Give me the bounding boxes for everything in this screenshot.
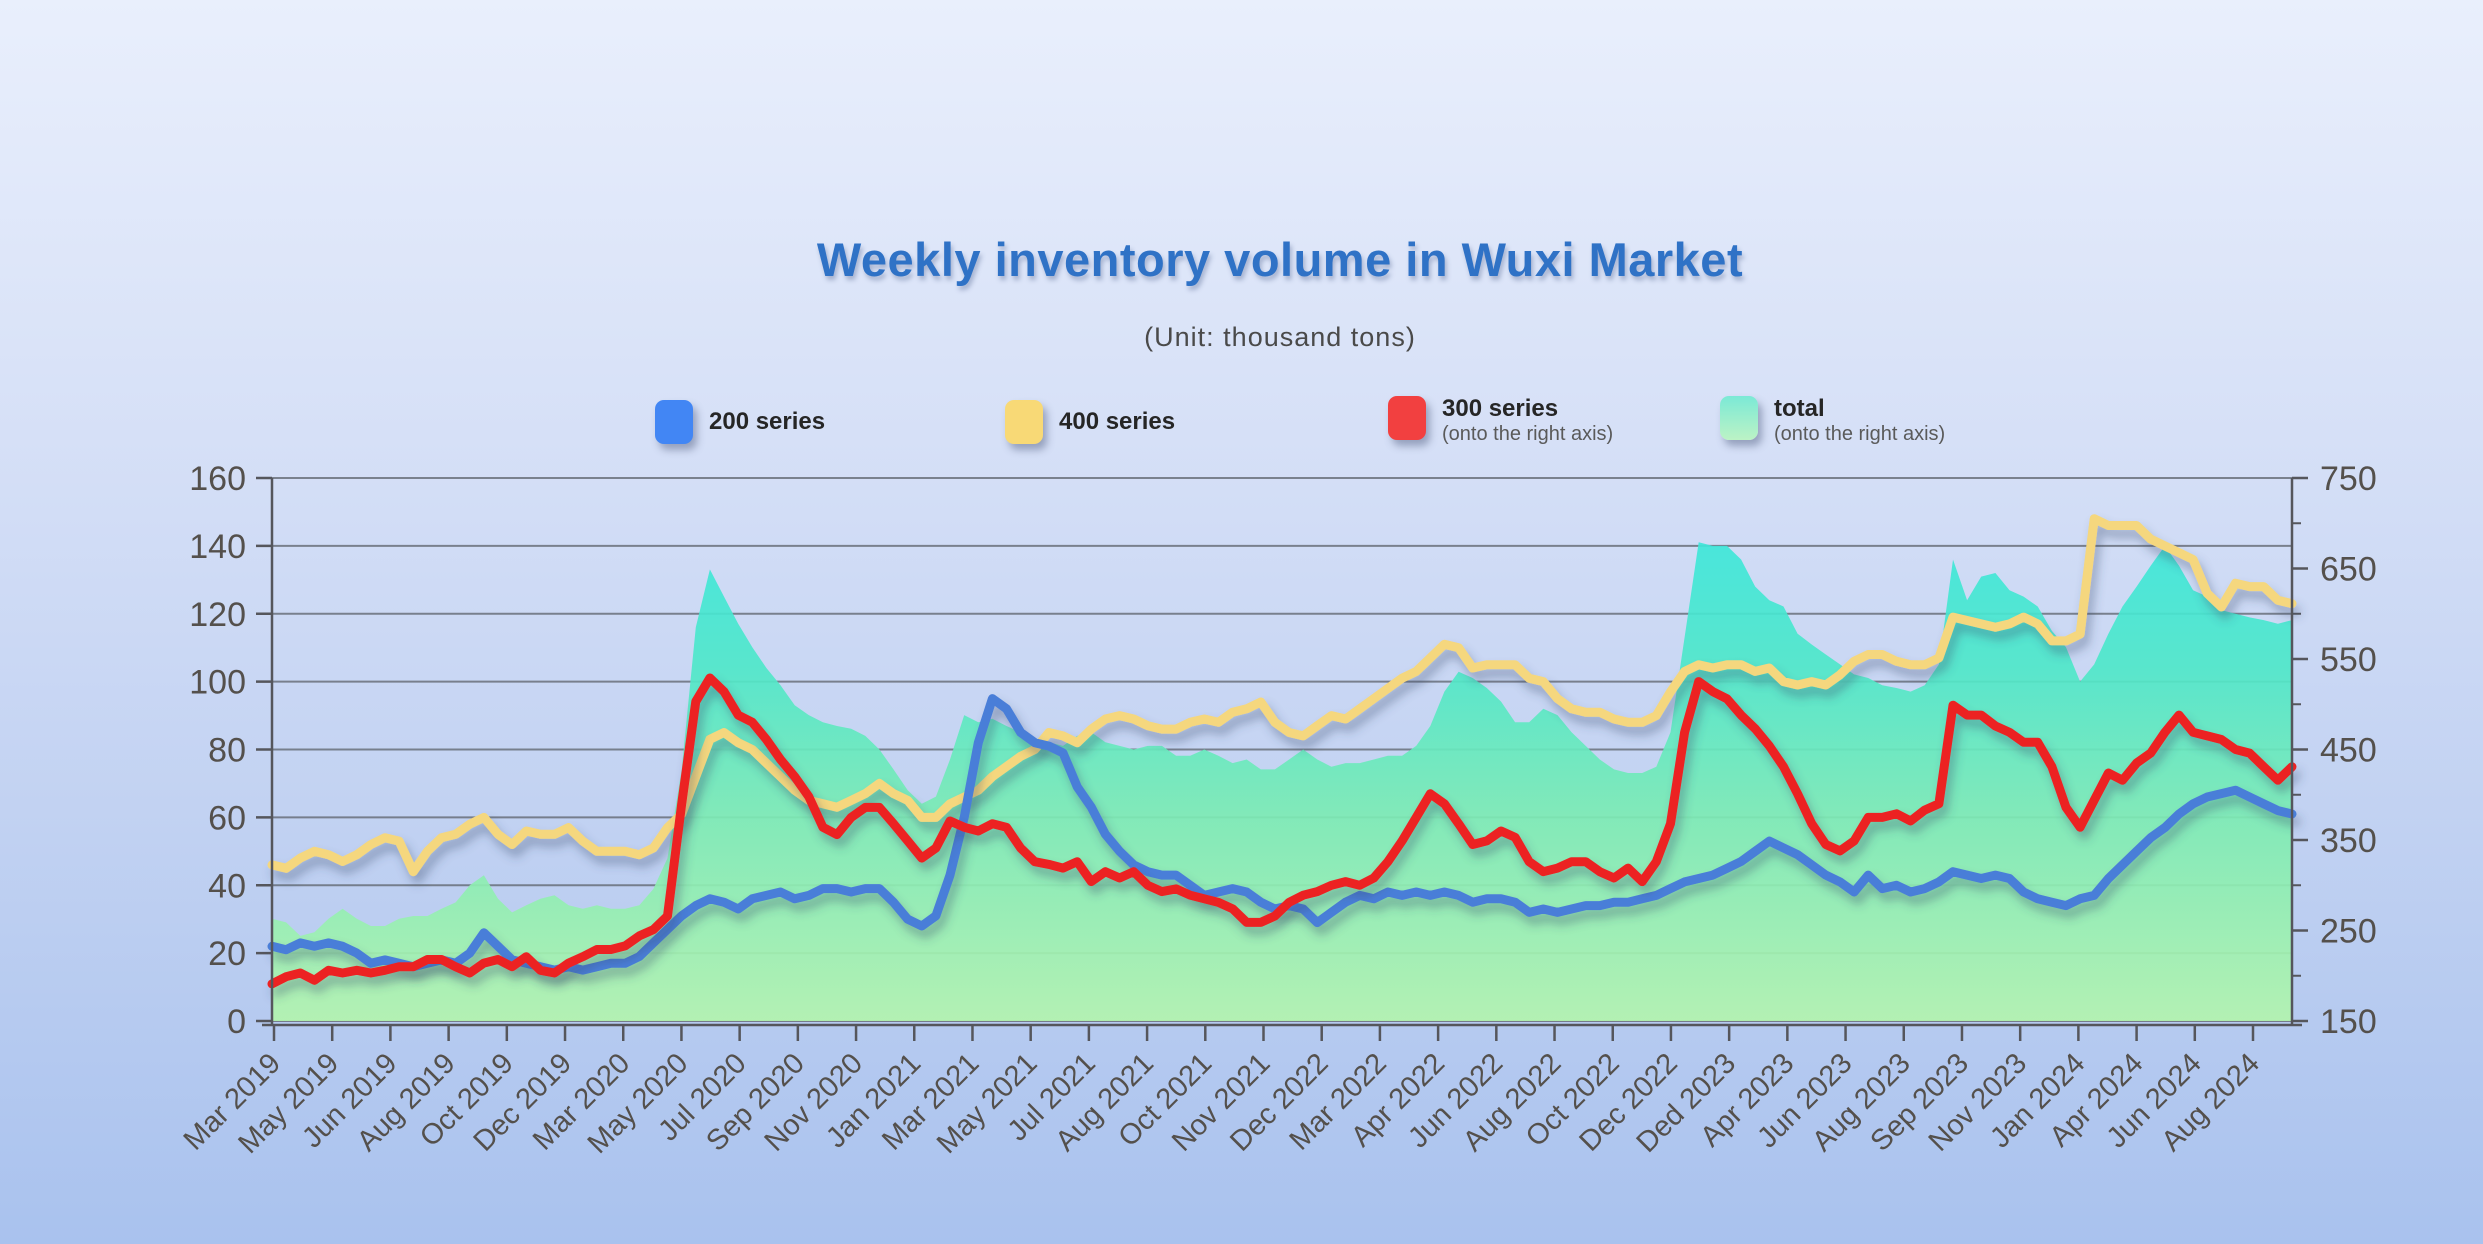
legend-swatch-200-series: [655, 400, 693, 444]
right-axis-tick-label: 750: [2320, 460, 2377, 498]
legend-sublabel: (onto the right axis): [1442, 423, 1614, 445]
left-axis-tick-label: 120: [189, 596, 246, 634]
legend-label: total: [1774, 395, 1825, 422]
legend-swatch-300-series: [1388, 396, 1426, 440]
left-axis-tick-label: 140: [189, 528, 246, 566]
legend-item-300-series[interactable]: 300 series (onto the right axis): [1388, 396, 1613, 446]
page-title: Weekly inventory volume in Wuxi Market: [816, 233, 1744, 286]
right-axis-tick-label: 150: [2320, 1003, 2377, 1041]
left-axis-tick-label: 160: [189, 460, 246, 498]
right-axis-tick-label: 450: [2320, 732, 2377, 770]
series-group: [267, 514, 2297, 1021]
legend-label: 200 series: [709, 408, 826, 435]
series-line-300-series: [267, 673, 2297, 989]
legend-item-200-series[interactable]: 200 series: [655, 400, 825, 444]
legend-label: 300 series: [1442, 395, 1559, 422]
legend-label: 400 series: [1059, 408, 1176, 435]
legend-item-total[interactable]: total (onto the right axis): [1720, 396, 1945, 446]
page-subtitle: (Unit: thousand tons): [1144, 322, 1416, 352]
left-axis-tick-label: 100: [189, 664, 246, 702]
axis-labels: 0 20 40 60 80 100 120 140 160 150 250 350 450 550 650 7…: [178, 460, 2377, 1160]
legend-item-400-series[interactable]: 400 series: [1005, 400, 1175, 444]
left-axis-tick-label: 60: [208, 799, 246, 837]
series-line-400-series: [267, 514, 2297, 877]
left-axis-tick-label: 0: [227, 1003, 246, 1041]
axes: [262, 478, 2302, 1041]
right-axis-tick-label: 550: [2320, 641, 2377, 679]
legend-swatch-total: [1720, 396, 1758, 440]
right-axis-tick-label: 250: [2320, 913, 2377, 951]
left-axis-tick-label: 20: [208, 935, 246, 973]
series-area-total: [272, 542, 2292, 1021]
left-axis-tick-label: 80: [208, 732, 246, 770]
right-axis-tick-label: 350: [2320, 822, 2377, 860]
legend-sublabel: (onto the right axis): [1774, 423, 1946, 445]
legend-swatch-400-series: [1005, 400, 1043, 444]
left-axis-tick-label: 40: [208, 867, 246, 905]
right-axis-tick-label: 650: [2320, 551, 2377, 589]
